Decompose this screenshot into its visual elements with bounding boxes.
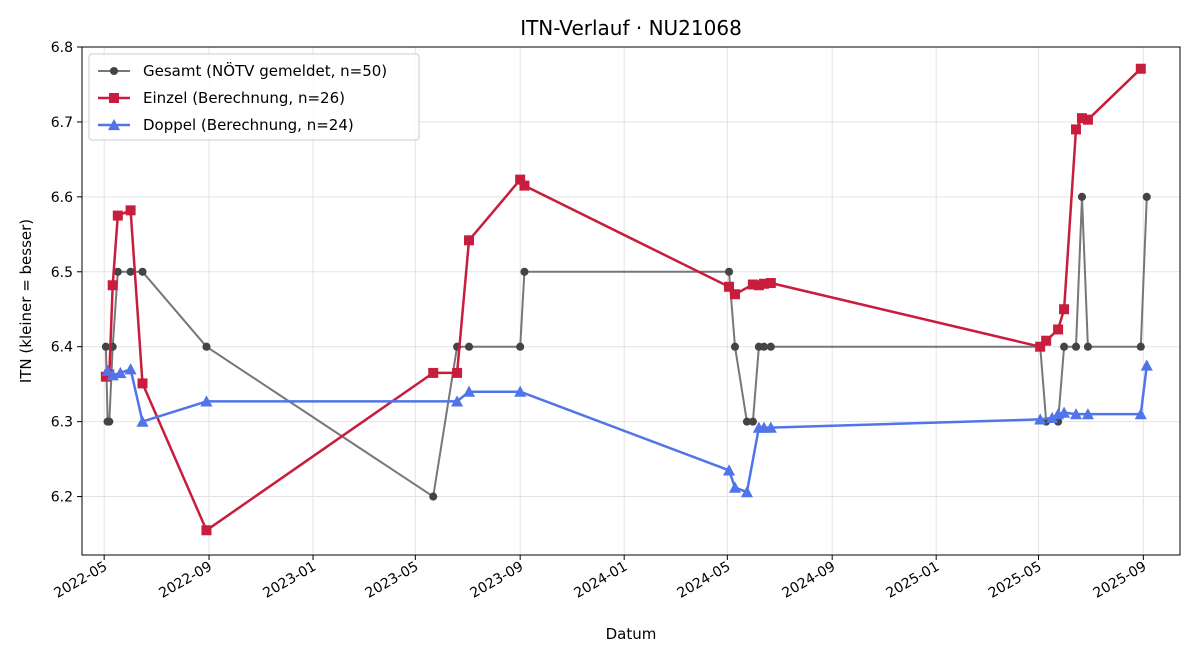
- data-point: [1077, 192, 1087, 201]
- x-tick-label: 2025-01: [884, 559, 943, 602]
- legend-marker-einzel: [109, 93, 119, 103]
- data-point: [728, 481, 742, 493]
- data-point: [742, 417, 751, 426]
- data-point: [1082, 114, 1093, 125]
- x-axis-title: Datum: [606, 625, 657, 643]
- legend-label-gesamt: Gesamt (NÖTV gemeldet, n=50): [143, 61, 387, 80]
- data-point: [201, 525, 212, 536]
- data-point: [1069, 408, 1083, 420]
- data-point: [1083, 342, 1092, 351]
- data-point: [758, 278, 769, 289]
- data-point: [112, 210, 123, 221]
- data-point: [1041, 335, 1052, 346]
- x-tick-label: 2022-05: [52, 559, 111, 602]
- data-point: [1035, 341, 1046, 352]
- data-point: [730, 342, 740, 351]
- data-point: [1058, 406, 1071, 418]
- data-point: [113, 267, 122, 276]
- series-doppel: [101, 359, 1153, 498]
- x-tick-label: 2024-05: [675, 559, 734, 602]
- data-point: [1046, 411, 1059, 424]
- x-tick-label: 2025-09: [1091, 559, 1150, 602]
- data-point: [1059, 304, 1070, 315]
- data-point: [740, 486, 753, 498]
- data-point: [1136, 342, 1145, 351]
- data-point: [753, 280, 764, 291]
- legend-marker-gesamt: [109, 66, 119, 76]
- x-tick-label: 2023-05: [363, 559, 422, 602]
- data-point: [1034, 413, 1047, 425]
- data-point: [520, 267, 529, 276]
- data-point: [514, 385, 527, 397]
- y-tick-label: 6.3: [51, 415, 73, 431]
- x-tick-label: 2024-01: [572, 559, 631, 602]
- data-point: [428, 367, 439, 378]
- data-point: [764, 421, 777, 433]
- data-point: [126, 267, 135, 276]
- data-point: [105, 417, 114, 426]
- data-point: [515, 174, 526, 185]
- data-point: [1081, 408, 1094, 420]
- data-point: [1134, 408, 1147, 420]
- data-point: [464, 235, 475, 246]
- data-point: [722, 464, 736, 476]
- data-point: [202, 342, 211, 351]
- data-point: [101, 342, 110, 351]
- data-point: [724, 267, 734, 276]
- data-point: [114, 366, 127, 379]
- data-point: [766, 342, 775, 351]
- data-point: [1053, 324, 1064, 335]
- data-point: [765, 278, 776, 289]
- x-tick-label: 2022-09: [156, 559, 215, 602]
- y-tick-label: 6.5: [51, 265, 73, 281]
- data-point: [136, 415, 149, 427]
- legend-label-doppel: Doppel (Berechnung, n=24): [143, 116, 354, 134]
- y-tick-label: 6.6: [51, 190, 73, 206]
- y-tick-label: 6.7: [51, 115, 73, 131]
- data-point: [124, 363, 137, 375]
- x-tick-label: 2023-01: [260, 559, 319, 602]
- data-point: [462, 385, 476, 397]
- data-point: [137, 378, 148, 389]
- data-point: [1142, 192, 1151, 201]
- data-point: [1076, 113, 1087, 124]
- data-point: [516, 342, 525, 351]
- data-point: [1135, 63, 1146, 74]
- legend-box: [88, 53, 420, 141]
- y-tick-label: 6.2: [51, 490, 73, 506]
- data-point: [464, 342, 474, 351]
- chart-title: ITN-Verlauf · NU21068: [520, 16, 742, 40]
- data-point: [519, 180, 530, 191]
- y-tick-label: 6.8: [51, 40, 73, 56]
- data-point: [1070, 124, 1081, 135]
- data-point: [107, 280, 118, 291]
- legend: Gesamt (NÖTV gemeldet, n=50) Einzel (Bere…: [88, 53, 420, 141]
- data-point: [747, 279, 758, 290]
- data-point: [1060, 342, 1069, 351]
- data-point: [452, 367, 463, 378]
- x-tick-label: 2023-09: [468, 559, 527, 602]
- series-einzel: [100, 63, 1146, 536]
- series-layer: [100, 63, 1153, 536]
- plot-frame: [81, 46, 1181, 556]
- y-axis-title: ITN (kleiner = besser): [17, 219, 35, 383]
- data-point: [451, 395, 464, 407]
- x-tick-label: 2024-09: [780, 559, 839, 602]
- legend-marker-doppel: [107, 118, 121, 131]
- x-tick-label: 2025-05: [986, 559, 1045, 602]
- data-point: [125, 205, 136, 216]
- data-point: [429, 492, 438, 501]
- legend-label-einzel: Einzel (Berechnung, n=26): [143, 89, 345, 107]
- y-tick-label: 6.4: [51, 340, 73, 356]
- data-point: [748, 417, 757, 426]
- data-point: [200, 395, 213, 407]
- data-point: [759, 342, 769, 351]
- data-point: [724, 281, 735, 292]
- data-point: [138, 267, 147, 276]
- data-point: [1140, 359, 1153, 371]
- data-point: [1071, 342, 1081, 351]
- data-point: [730, 289, 741, 300]
